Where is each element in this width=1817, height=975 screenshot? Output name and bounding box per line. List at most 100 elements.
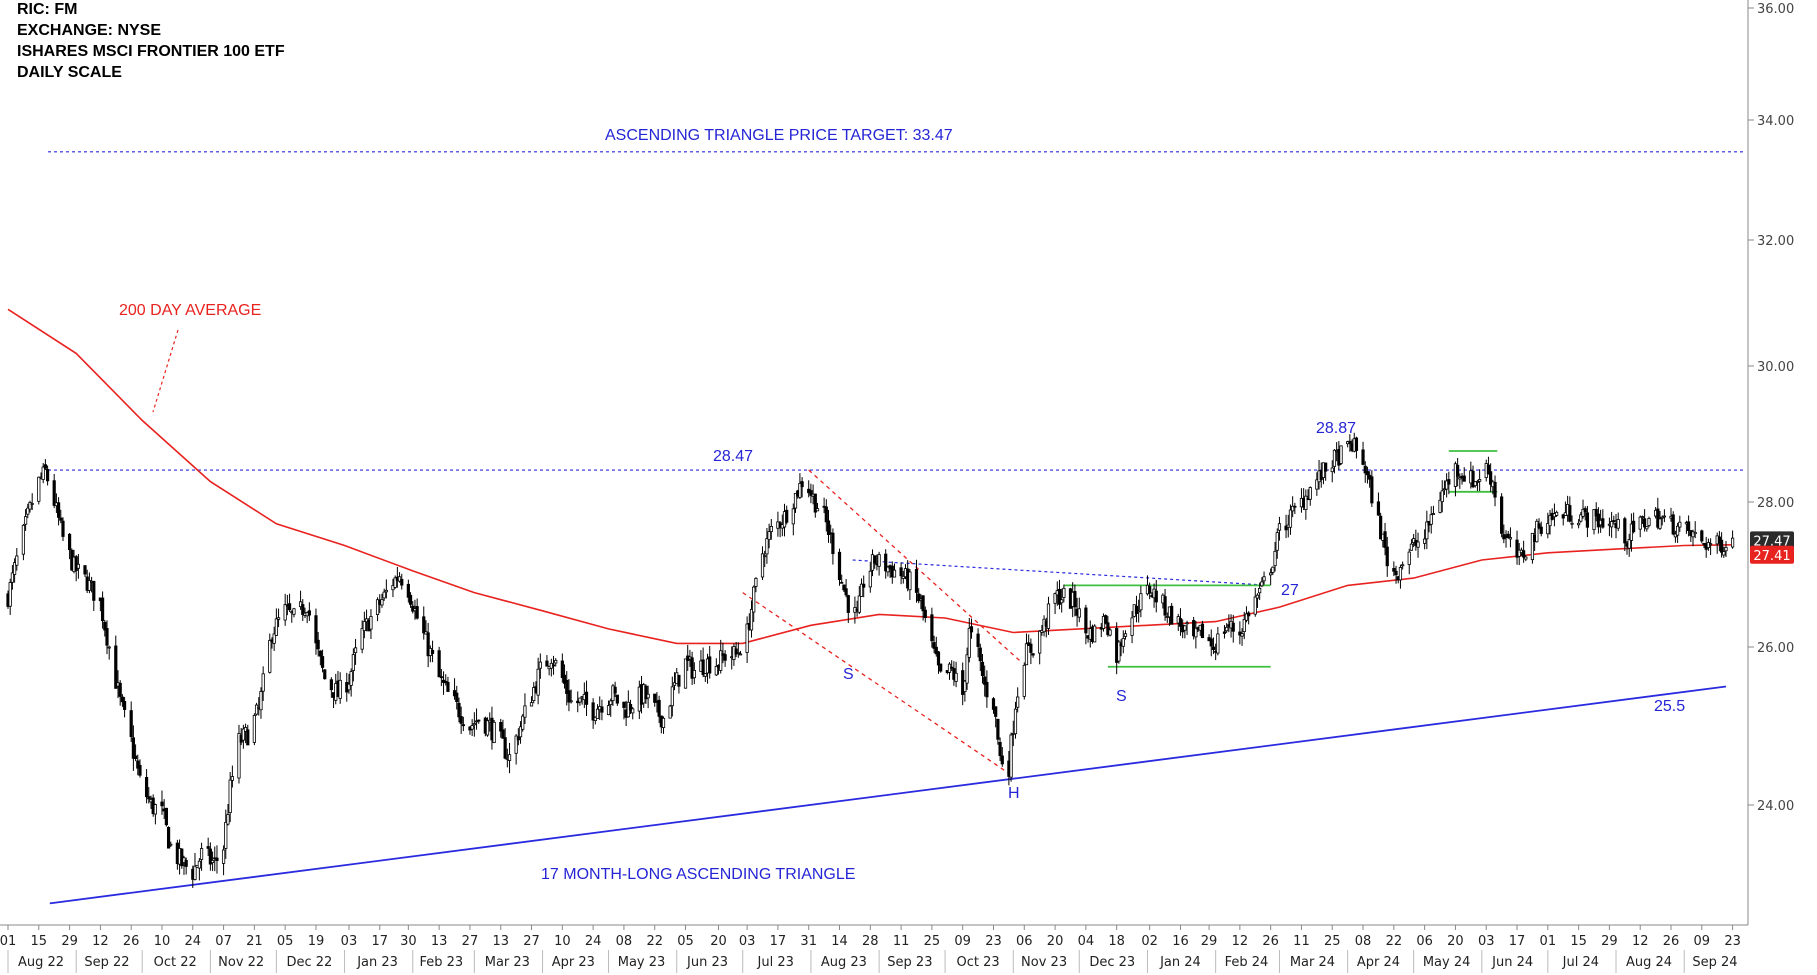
- x-day-label: 07: [215, 934, 232, 949]
- x-day-label: 12: [1232, 934, 1249, 949]
- candle-body: [1084, 607, 1088, 634]
- candle-body: [1134, 605, 1139, 614]
- candle-body: [978, 647, 982, 662]
- candle-body: [230, 776, 234, 781]
- candle-body: [703, 673, 707, 677]
- candle-body: [169, 843, 173, 846]
- candle-body: [1610, 521, 1614, 528]
- y-tick-label: 24.00: [1757, 799, 1794, 814]
- candle-body: [646, 693, 650, 699]
- chart-frame: [0, 0, 1749, 926]
- x-day-label: 22: [1386, 934, 1403, 949]
- x-day-label: 18: [1108, 934, 1125, 949]
- candle-body: [314, 615, 318, 644]
- x-day-label: 24: [585, 934, 602, 949]
- candle-body: [967, 627, 971, 658]
- candle-body: [283, 604, 287, 621]
- x-month-label: May 23: [618, 955, 666, 970]
- price-target-label: ASCENDING TRIANGLE PRICE TARGET: 33.47: [605, 127, 953, 144]
- candle-body: [1579, 514, 1583, 522]
- candle-body: [921, 595, 925, 612]
- ascending-support-line: [49, 685, 1727, 905]
- pattern-levels: [48, 151, 1746, 905]
- candle-body: [884, 553, 888, 572]
- candle-body: [1361, 449, 1365, 465]
- candle-body: [591, 702, 595, 721]
- candle-body: [180, 848, 184, 867]
- candle-body: [408, 594, 413, 605]
- candle-body: [1108, 629, 1112, 636]
- left-shoulder-label: S: [843, 666, 854, 683]
- x-month-label: Nov 22: [218, 955, 264, 970]
- candle-body: [653, 693, 657, 703]
- candle-body: [1423, 538, 1427, 544]
- candle-body: [877, 554, 881, 567]
- candle-body: [708, 656, 712, 674]
- candle-body: [1486, 464, 1491, 475]
- candle-body: [226, 814, 230, 825]
- candle-body: [461, 724, 465, 727]
- candle-body: [749, 608, 754, 631]
- candle-body: [37, 476, 41, 502]
- candle-body: [301, 604, 305, 615]
- candle-body: [320, 656, 325, 668]
- candle-body: [677, 674, 681, 687]
- candle-body: [1731, 537, 1735, 548]
- candle-body: [631, 708, 635, 714]
- candle-body: [800, 481, 804, 488]
- candle-body: [1577, 522, 1581, 526]
- candle-body: [61, 520, 65, 537]
- candle-body: [228, 779, 232, 814]
- candle-body: [193, 865, 197, 880]
- candle-body: [963, 680, 967, 692]
- candle-body: [1458, 477, 1462, 480]
- candle-body: [56, 502, 61, 518]
- candle-body: [615, 694, 619, 704]
- candle-body: [1354, 437, 1359, 451]
- candle-body: [1445, 480, 1449, 490]
- triangle-label: 17 MONTH-LONG ASCENDING TRIANGLE: [541, 866, 855, 883]
- candle-body: [485, 720, 490, 736]
- candle-body: [901, 575, 905, 579]
- candle-body: [565, 680, 569, 694]
- candle-body: [206, 846, 210, 849]
- candle-body: [1394, 570, 1398, 576]
- candle-body: [1385, 546, 1389, 567]
- x-month-label: Sep 23: [887, 955, 932, 970]
- candle-body: [793, 492, 798, 509]
- candle-body: [1009, 734, 1013, 778]
- candle-body: [723, 654, 727, 661]
- candle-body: [23, 516, 28, 525]
- candle-body: [259, 691, 263, 711]
- candle-body: [1262, 576, 1266, 582]
- x-day-label: 26: [1262, 934, 1279, 949]
- candle-body: [1016, 696, 1020, 708]
- candle-body: [584, 691, 589, 705]
- candle-body: [59, 517, 63, 521]
- last-average-badge-bg: [1750, 545, 1794, 564]
- candle-body: [415, 606, 419, 619]
- x-month-label: Dec 22: [286, 955, 332, 970]
- candle-body: [329, 679, 333, 691]
- candle-body: [184, 859, 188, 867]
- candle-body: [446, 681, 450, 692]
- candle-body: [375, 599, 380, 616]
- candle-body: [1438, 499, 1442, 513]
- candle-body: [765, 538, 769, 555]
- header-name: ISHARES MSCI FRONTIER 100 ETF: [17, 43, 285, 60]
- x-day-label: 29: [61, 934, 78, 949]
- x-day-label: 10: [554, 934, 571, 949]
- candle-body: [738, 653, 743, 656]
- x-day-label: 12: [92, 934, 109, 949]
- candle-body: [26, 507, 30, 515]
- head-label: H: [1008, 785, 1020, 802]
- candle-body: [1623, 518, 1627, 544]
- candle-body: [690, 657, 694, 679]
- last-price-badge: 27.47: [1753, 534, 1790, 549]
- candle-body: [103, 621, 107, 631]
- x-day-label: 23: [1724, 934, 1741, 949]
- candle-body: [985, 681, 989, 698]
- neckline-line: [852, 559, 1271, 586]
- candle-body: [809, 490, 813, 496]
